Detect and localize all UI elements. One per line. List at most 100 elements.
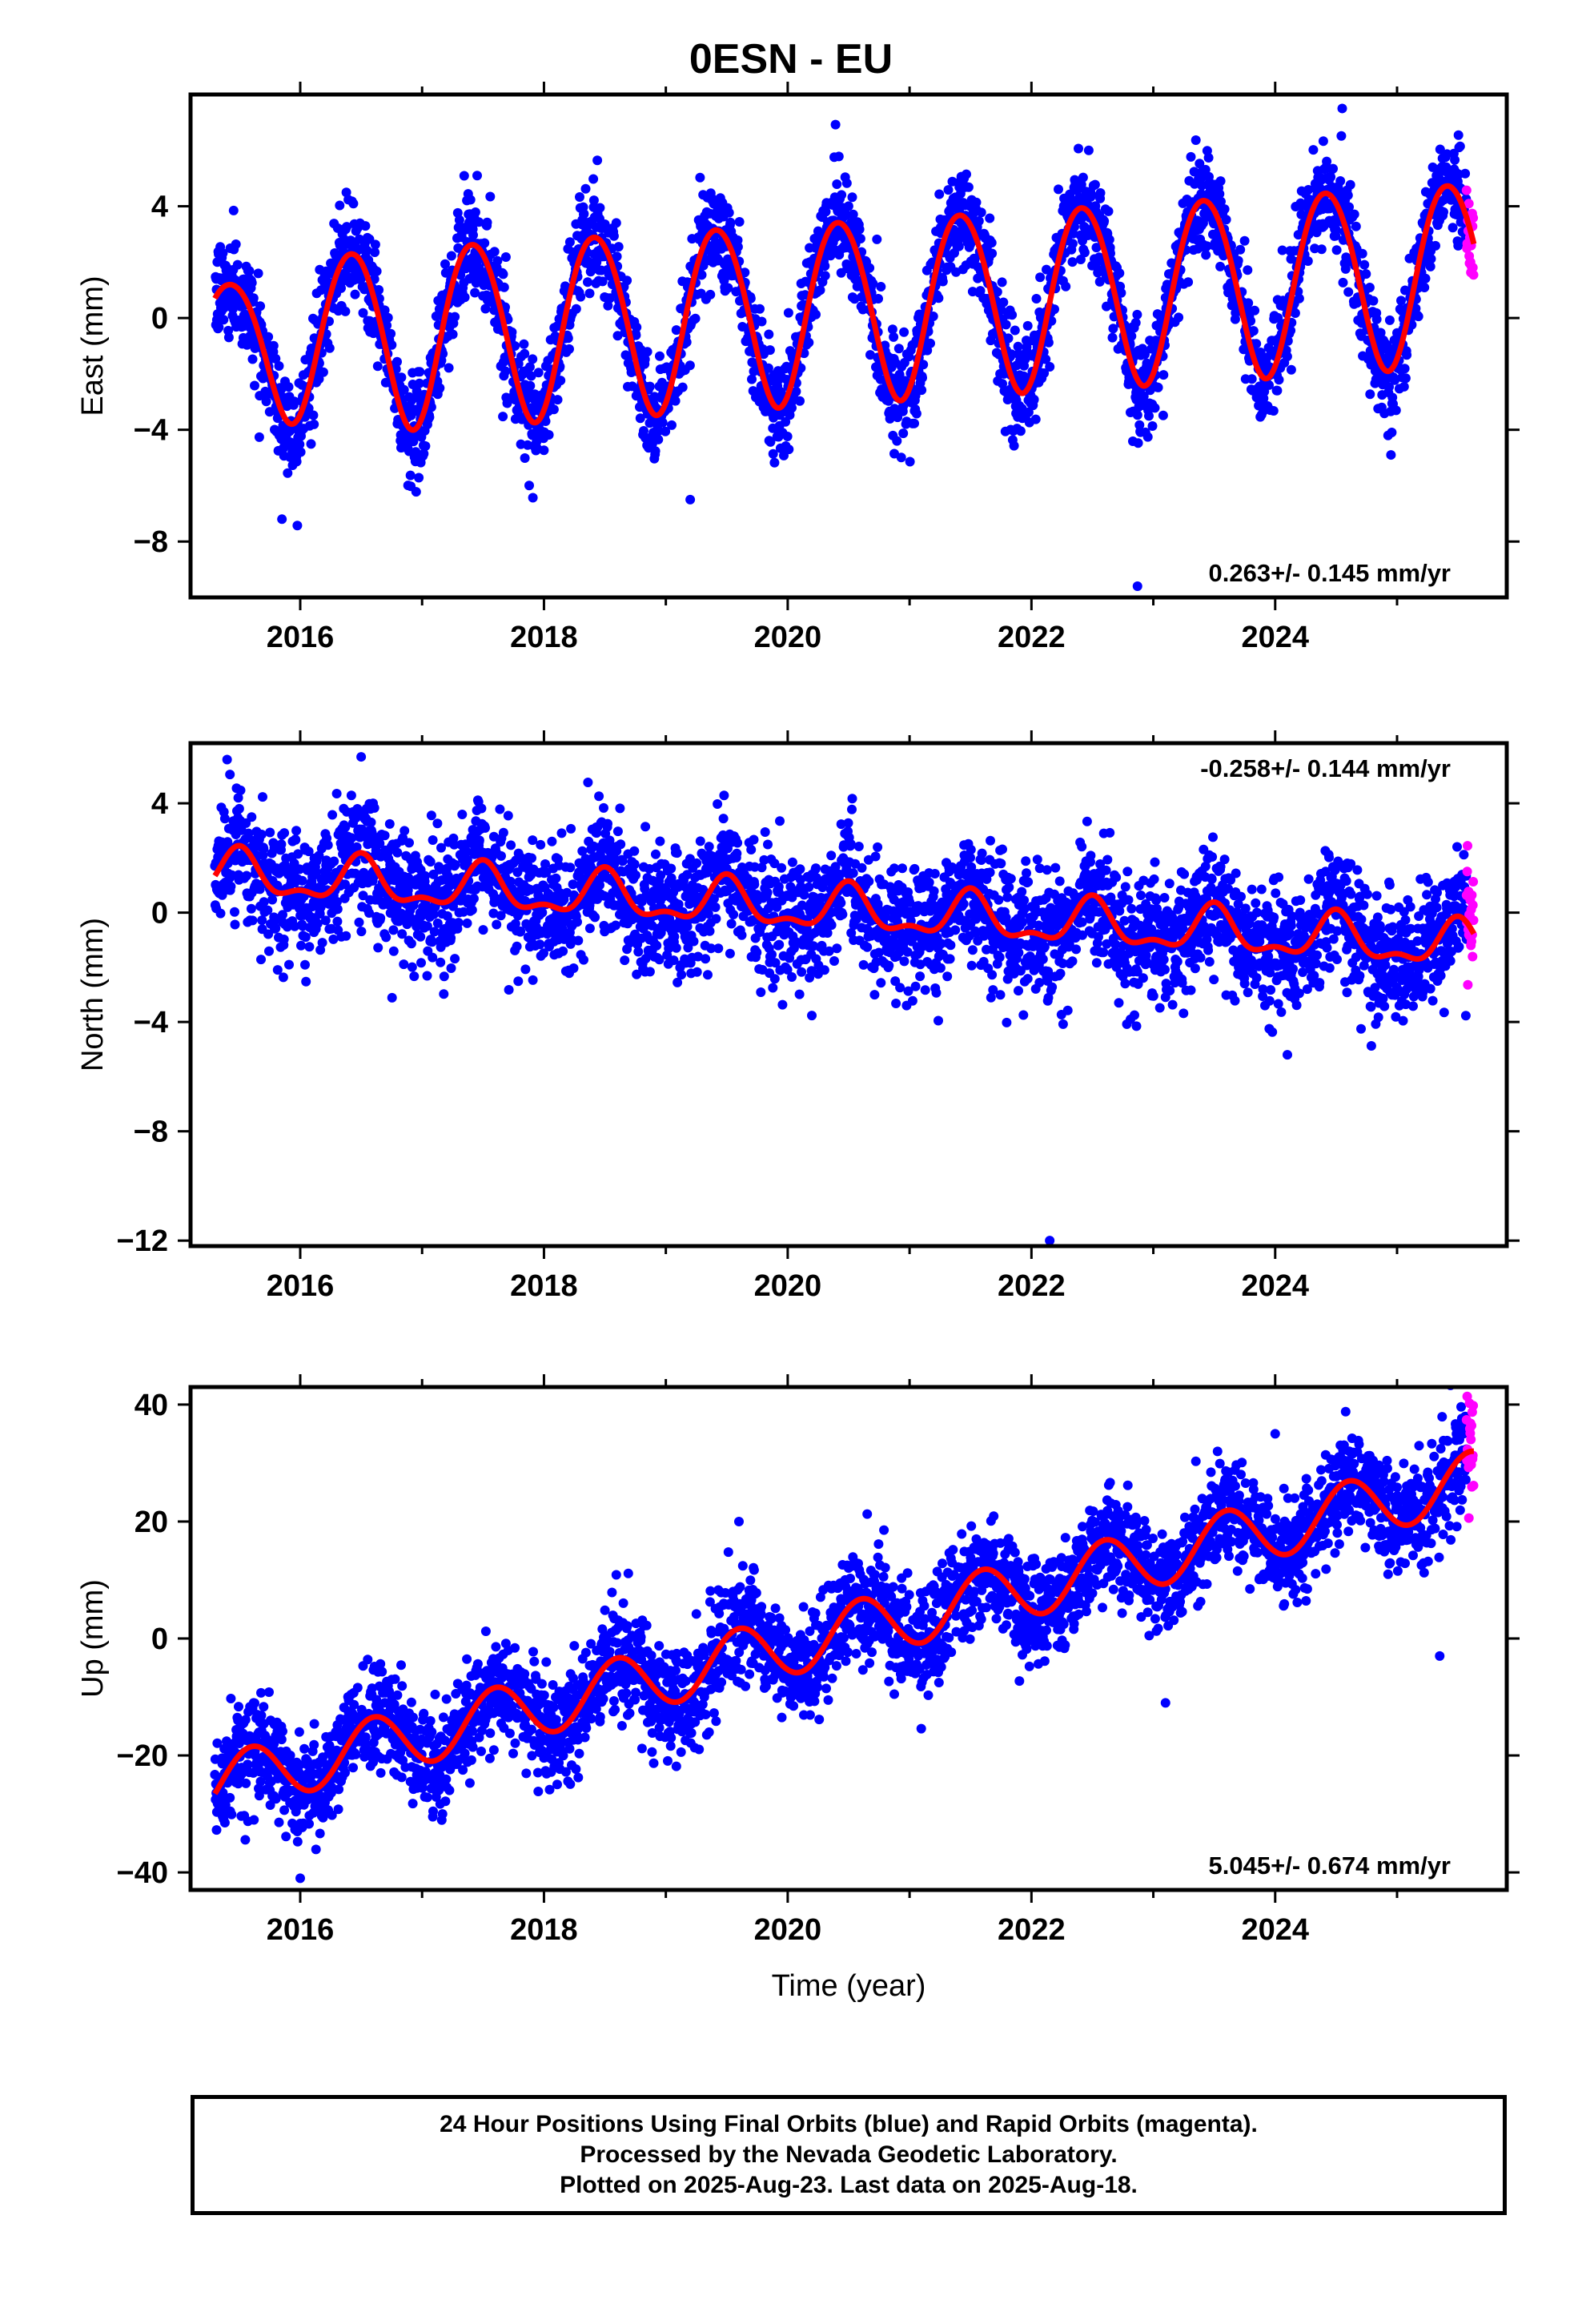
- north-final-point: [331, 789, 342, 798]
- north-final-point: [537, 907, 548, 918]
- north-final-point: [506, 840, 516, 850]
- east-final-point: [1013, 341, 1023, 352]
- east-final-point: [1195, 159, 1205, 169]
- east-final-point: [263, 332, 274, 342]
- east-final-point: [997, 277, 1007, 287]
- east-final-point: [1387, 428, 1397, 437]
- north-final-point: [264, 946, 274, 956]
- north-final-point: [256, 830, 267, 839]
- east-final-point: [1050, 304, 1059, 315]
- east-final-point: [408, 433, 419, 443]
- east-final-point: [1074, 143, 1083, 154]
- east-final-point: [681, 337, 692, 348]
- east-final-point: [528, 493, 538, 503]
- east-final-point: [548, 404, 559, 415]
- east-final-point: [448, 329, 458, 340]
- east-final-point: [782, 432, 793, 441]
- north-final-point: [450, 859, 460, 870]
- north-final-point: [246, 903, 256, 914]
- page-title: 0ESN - EU: [689, 36, 893, 82]
- east-final-point: [291, 456, 302, 467]
- east-final-point: [976, 207, 986, 218]
- north-final-point: [615, 803, 625, 814]
- east-final-point: [1453, 130, 1464, 140]
- east-final-point: [369, 274, 379, 284]
- east-final-point: [1086, 190, 1097, 200]
- east-final-point: [482, 217, 492, 227]
- east-final-point: [510, 341, 520, 351]
- north-final-point: [323, 840, 333, 850]
- east-final-point: [340, 306, 351, 316]
- east-final-point: [740, 267, 750, 278]
- north-final-point: [259, 897, 269, 907]
- east-final-point: [671, 325, 681, 336]
- east-final-point: [370, 239, 380, 250]
- east-final-point: [1243, 265, 1253, 275]
- north-final-point: [234, 803, 244, 814]
- north-final-point: [439, 971, 449, 982]
- east-final-point: [849, 294, 860, 304]
- north-final-point: [300, 959, 310, 970]
- east-final-point: [268, 340, 279, 351]
- north-final-point: [513, 976, 524, 987]
- east-final-point: [1431, 240, 1440, 251]
- east-final-point: [1282, 352, 1292, 362]
- east-final-point: [768, 448, 778, 459]
- east-final-point: [892, 436, 902, 446]
- east-final-point: [261, 396, 271, 407]
- east-final-point: [470, 287, 480, 298]
- east-final-point: [734, 217, 745, 227]
- east-final-point: [1391, 405, 1401, 416]
- north-final-point: [215, 908, 226, 919]
- east-final-point: [1075, 255, 1086, 264]
- north-final-point: [693, 951, 703, 962]
- east-final-point: [1197, 180, 1207, 191]
- east-final-point: [341, 187, 351, 198]
- north-final-point: [629, 859, 640, 870]
- north-final-point: [384, 818, 395, 829]
- east-final-point: [848, 209, 858, 219]
- east-final-point: [1108, 324, 1118, 334]
- east-final-point: [1286, 364, 1296, 375]
- north-final-point: [258, 792, 267, 802]
- north-final-point: [442, 911, 452, 921]
- east-final-point: [898, 428, 909, 439]
- east-final-point: [498, 412, 508, 422]
- east-final-point: [854, 224, 865, 235]
- north-final-point: [427, 937, 437, 947]
- east-final-point: [588, 195, 599, 206]
- north-final-point: [457, 810, 468, 819]
- east-final-point: [690, 313, 701, 324]
- north-final-point: [241, 818, 251, 828]
- east-final-point: [470, 207, 480, 217]
- north-final-point: [404, 838, 414, 848]
- east-final-point: [309, 419, 319, 429]
- north-final-point: [579, 955, 588, 965]
- east-final-point: [1396, 296, 1406, 306]
- north-final-point: [503, 810, 513, 821]
- north-final-point: [399, 959, 409, 970]
- east-final-point: [1384, 315, 1395, 325]
- north-final-point: [373, 943, 383, 953]
- east-ytick-label: 0: [151, 302, 168, 336]
- east-final-point: [889, 404, 900, 414]
- east-final-point: [465, 195, 476, 205]
- north-final-point: [568, 963, 579, 973]
- north-final-point: [409, 971, 420, 982]
- east-final-point: [1402, 350, 1412, 360]
- east-final-point: [499, 282, 509, 292]
- north-final-point: [467, 905, 477, 915]
- north-final-point: [496, 911, 506, 921]
- east-final-point: [1419, 283, 1430, 292]
- east-final-point: [1335, 176, 1346, 186]
- east-final-point: [579, 209, 589, 219]
- east-final-point: [1107, 332, 1118, 343]
- east-final-point: [1413, 312, 1423, 322]
- east-final-point: [1070, 222, 1079, 232]
- east-final-point: [360, 221, 371, 231]
- east-final-point: [1091, 243, 1102, 253]
- east-final-point: [370, 247, 380, 257]
- east-outlier-point: [1386, 450, 1396, 460]
- east-final-point: [383, 312, 393, 323]
- east-final-point: [1219, 204, 1230, 215]
